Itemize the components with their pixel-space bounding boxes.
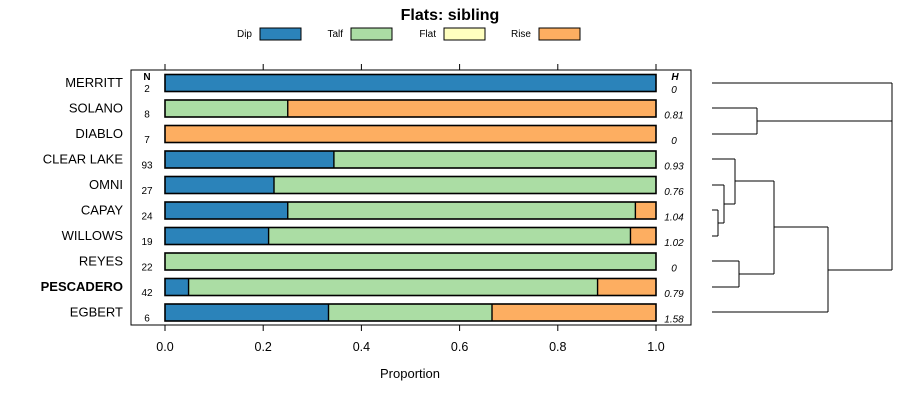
bar-outline-merritt	[164, 73, 657, 93]
legend-swatch-talf	[350, 27, 393, 41]
bar-segment-clear-lake-dip	[165, 151, 334, 168]
h-value-clear-lake: 0.93	[664, 162, 684, 173]
chart-title: Flats: sibling	[401, 7, 500, 24]
row-label-pescadero: PESCADERO	[41, 279, 123, 294]
n-value-reyes: 22	[141, 263, 153, 274]
n-value-capay: 24	[141, 212, 153, 223]
n-value-pescadero: 42	[141, 288, 153, 299]
h-value-merritt: 0	[671, 85, 677, 96]
x-axis: 0.0 0.2 0.4 0.6 0.8 1.0	[156, 64, 665, 354]
n-value-diablo: 7	[144, 135, 150, 146]
bar-segment-merritt-dip	[165, 74, 656, 92]
h-value-willows: 1.02	[664, 238, 684, 249]
bar-segment-capay-talf	[287, 202, 636, 219]
legend: Dip Talf Flat Rise	[237, 27, 581, 41]
legend-swatch-rise	[538, 27, 581, 41]
bar-segment-omni-talf	[274, 176, 656, 194]
row-label-diablo: DIABLO	[75, 126, 123, 141]
bar-segment-solano-talf	[165, 100, 288, 117]
bar-segment-clear-lake-talf	[333, 151, 656, 168]
n-value-merritt: 2	[144, 84, 150, 95]
bar-segment-pescadero-dip	[165, 278, 189, 296]
row-label-capay: CAPAY	[81, 203, 123, 218]
bar-outline-clear-lake	[164, 150, 657, 169]
plot-frame	[130, 69, 692, 326]
x-tick-label: 0.6	[451, 340, 468, 354]
bar-segment-diablo-rise	[165, 125, 656, 143]
row-label-egbert: EGBERT	[70, 305, 123, 320]
h-value-omni: 0.76	[664, 187, 684, 198]
x-tick-label: 1.0	[647, 340, 664, 354]
legend-label-rise: Rise	[511, 29, 531, 40]
legend-swatch-dip	[259, 27, 302, 41]
bar-segment-reyes-talf	[165, 253, 656, 270]
n-value-solano: 8	[144, 110, 150, 121]
bar-segment-pescadero-rise	[597, 278, 656, 296]
x-tick-label: 0.8	[549, 340, 566, 354]
bar-segment-egbert-rise	[492, 304, 656, 321]
n-value-egbert: 6	[144, 314, 150, 325]
bar-segment-omni-dip	[165, 176, 275, 194]
h-value-diablo: 0	[671, 136, 677, 147]
legend-label-dip: Dip	[237, 29, 252, 40]
bar-outline-capay	[164, 201, 657, 220]
x-tick-label: 0.0	[156, 340, 173, 354]
bar-segment-willows-talf	[268, 227, 631, 245]
x-tick-label: 0.4	[353, 340, 370, 354]
row-label-clear-lake: CLEAR LAKE	[43, 152, 124, 167]
row-label-omni: OMNI	[89, 177, 123, 192]
bar-outline-omni	[164, 175, 657, 195]
x-axis-label: Proportion	[380, 366, 440, 381]
h-value-egbert: 1.58	[664, 315, 684, 326]
bar-segment-pescadero-talf	[188, 278, 598, 296]
bar-segment-capay-dip	[165, 202, 288, 219]
bar-outline-diablo	[164, 124, 657, 144]
bar-segment-egbert-talf	[328, 304, 493, 321]
bar-segment-willows-rise	[630, 227, 656, 245]
row-label-merritt: MERRITT	[65, 75, 123, 90]
h-header: H	[671, 72, 679, 83]
row-label-willows: WILLOWS	[62, 228, 124, 243]
bar-outline-willows	[164, 226, 657, 246]
n-header: N	[143, 72, 150, 83]
n-value-clear-lake: 93	[141, 161, 153, 172]
bar-segment-solano-rise	[287, 100, 656, 117]
bar-segment-egbert-dip	[165, 304, 329, 321]
h-value-reyes: 0	[671, 264, 677, 275]
h-value-pescadero: 0.79	[664, 289, 684, 300]
dendrogram	[712, 82, 893, 313]
legend-label-flat: Flat	[419, 29, 436, 40]
bar-rows: MERRITT 2 0 SOLANO 8 0.81 DIABLO 7 0 CLEAR LAKE 93…	[41, 73, 684, 326]
x-tick-label: 0.2	[255, 340, 272, 354]
bar-outline-solano	[164, 99, 657, 118]
bar-segment-capay-rise	[635, 202, 656, 219]
row-label-reyes: REYES	[79, 254, 123, 269]
row-label-solano: SOLANO	[69, 101, 123, 116]
bar-outline-reyes	[164, 252, 657, 271]
bar-outline-egbert	[164, 303, 657, 322]
legend-label-talf: Talf	[327, 29, 343, 40]
h-value-capay: 1.04	[664, 213, 684, 224]
n-value-willows: 19	[141, 237, 153, 248]
h-value-solano: 0.81	[664, 111, 683, 122]
legend-swatch-flat	[443, 27, 486, 41]
n-value-omni: 27	[141, 186, 153, 197]
bar-segment-willows-dip	[165, 227, 269, 245]
bar-outline-pescadero	[164, 277, 657, 297]
